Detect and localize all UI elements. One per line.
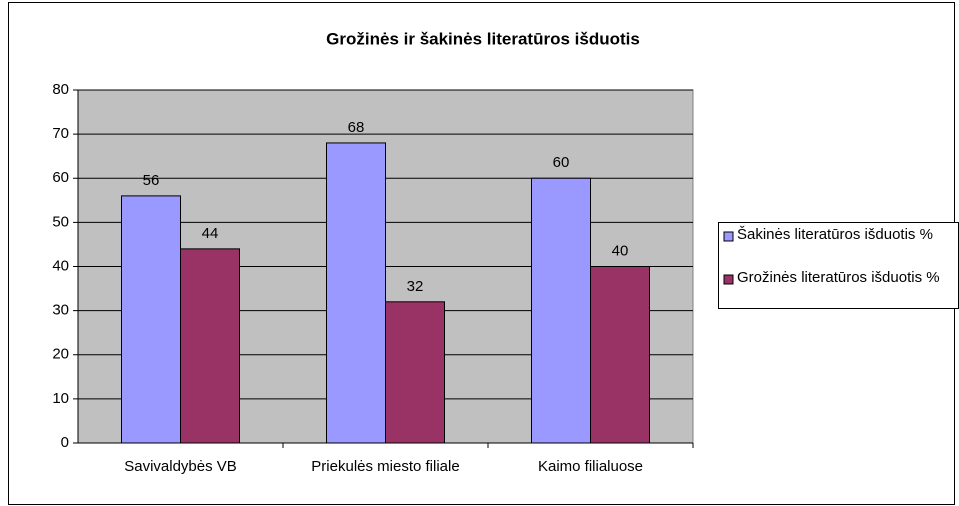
y-tick-label: 0 [61,434,69,451]
y-tick-label: 70 [52,125,69,142]
data-label: 40 [612,242,629,259]
data-label: 68 [348,119,365,136]
bar [326,142,386,444]
y-tick-label: 60 [52,169,69,186]
y-tick-label: 80 [52,81,69,98]
legend-label: Grožinės literatūros išduotis % [737,269,940,286]
bar [385,301,445,444]
legend-box [718,222,959,309]
data-label: 32 [407,278,424,295]
y-tick-label: 40 [52,257,69,274]
bar [121,195,181,444]
x-tick-label: Kaimo filialuose [537,458,644,475]
y-tick-label: 20 [52,346,69,363]
legend-swatch [723,231,734,242]
y-tick-label: 30 [52,302,69,319]
legend-label: Šakinės literatūros išduotis % [737,226,933,243]
data-label: 60 [553,154,570,171]
bar [531,177,591,444]
data-label: 44 [202,225,219,242]
y-tick-label: 10 [52,390,69,407]
bar [590,266,650,444]
x-tick-label: Savivaldybės VB [124,458,237,475]
x-tick-label: Priekulės miesto filiale [311,458,460,475]
bar [180,248,240,444]
y-tick-label: 50 [52,213,69,230]
data-label: 56 [143,172,160,189]
chart-title: Grožinės ir šakinės literatūros išduotis [326,29,640,48]
legend-swatch [723,274,734,285]
